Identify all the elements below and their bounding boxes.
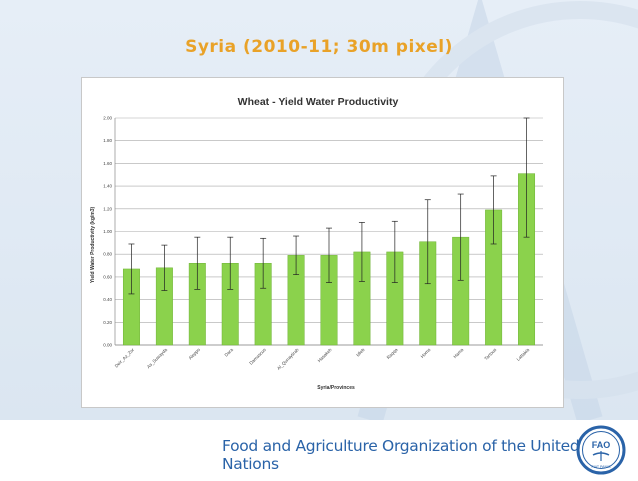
x-tick-label: Homs bbox=[420, 347, 432, 359]
x-tick-label: Hasakeh bbox=[317, 347, 333, 363]
x-tick-labels: Deir_Az_Zor As_Suwayda Aleppo Dara Damascus A… bbox=[114, 347, 531, 371]
bar-chart: Wheat - Yield Water Productivity Yield W… bbox=[90, 96, 543, 391]
chart-title: Wheat - Yield Water Productivity bbox=[238, 96, 399, 108]
fao-logo: FAO FIAT PANIS bbox=[575, 424, 627, 481]
x-tick-label: Lattakia bbox=[516, 347, 531, 362]
y-tick-label: 0.20 bbox=[103, 320, 112, 325]
x-tick-label: Al_Qunaytirah bbox=[276, 347, 300, 371]
y-tick-label: 1.60 bbox=[103, 161, 112, 166]
slide-title: Syria (2010-11; 30m pixel) bbox=[185, 37, 453, 57]
y-tick-label: 1.40 bbox=[103, 184, 112, 189]
grid-lines bbox=[114, 117, 543, 346]
y-tick-label: 1.00 bbox=[103, 229, 112, 234]
error-bars bbox=[128, 117, 530, 295]
y-tick-label: 1.80 bbox=[103, 138, 112, 143]
x-tick-label: Hama bbox=[452, 347, 464, 359]
y-tick-label: 0.40 bbox=[103, 297, 112, 302]
chart-panel: Wheat - Yield Water Productivity Yield W… bbox=[81, 77, 564, 408]
y-tick-label: 0.80 bbox=[103, 252, 112, 257]
x-tick-label: Dara bbox=[223, 347, 234, 358]
x-tick-label: Idleb bbox=[355, 347, 366, 358]
y-tick-label: 2.00 bbox=[103, 116, 112, 121]
x-tick-label: Raqqa bbox=[386, 347, 399, 360]
y-tick-label: 1.20 bbox=[103, 206, 112, 211]
footer-organization-name: Food and Agriculture Organization of the… bbox=[222, 437, 580, 473]
x-tick-label: Tartous bbox=[483, 347, 498, 362]
x-axis-label: Syria/Provinces bbox=[317, 385, 355, 391]
y-tick-labels: 0.00 0.20 0.40 0.60 0.80 1.00 1.20 1.40 1.60 1.80… bbox=[103, 116, 112, 348]
y-axis-label: Yield Water Productivity (kg/m3) bbox=[90, 207, 96, 284]
y-tick-label: 0.00 bbox=[103, 343, 112, 348]
fao-logo-motto: FIAT PANIS bbox=[592, 465, 612, 469]
x-tick-label: Aleppo bbox=[188, 347, 202, 361]
x-tick-label: Deir_Az_Zor bbox=[114, 347, 136, 369]
bars bbox=[122, 173, 536, 346]
x-tick-label: Damascus bbox=[248, 347, 267, 366]
footer-bar bbox=[0, 420, 638, 479]
x-tick-label: As_Suwayda bbox=[146, 347, 168, 369]
y-tick-label: 0.60 bbox=[103, 274, 112, 279]
fao-logo-text: FAO bbox=[592, 440, 611, 450]
